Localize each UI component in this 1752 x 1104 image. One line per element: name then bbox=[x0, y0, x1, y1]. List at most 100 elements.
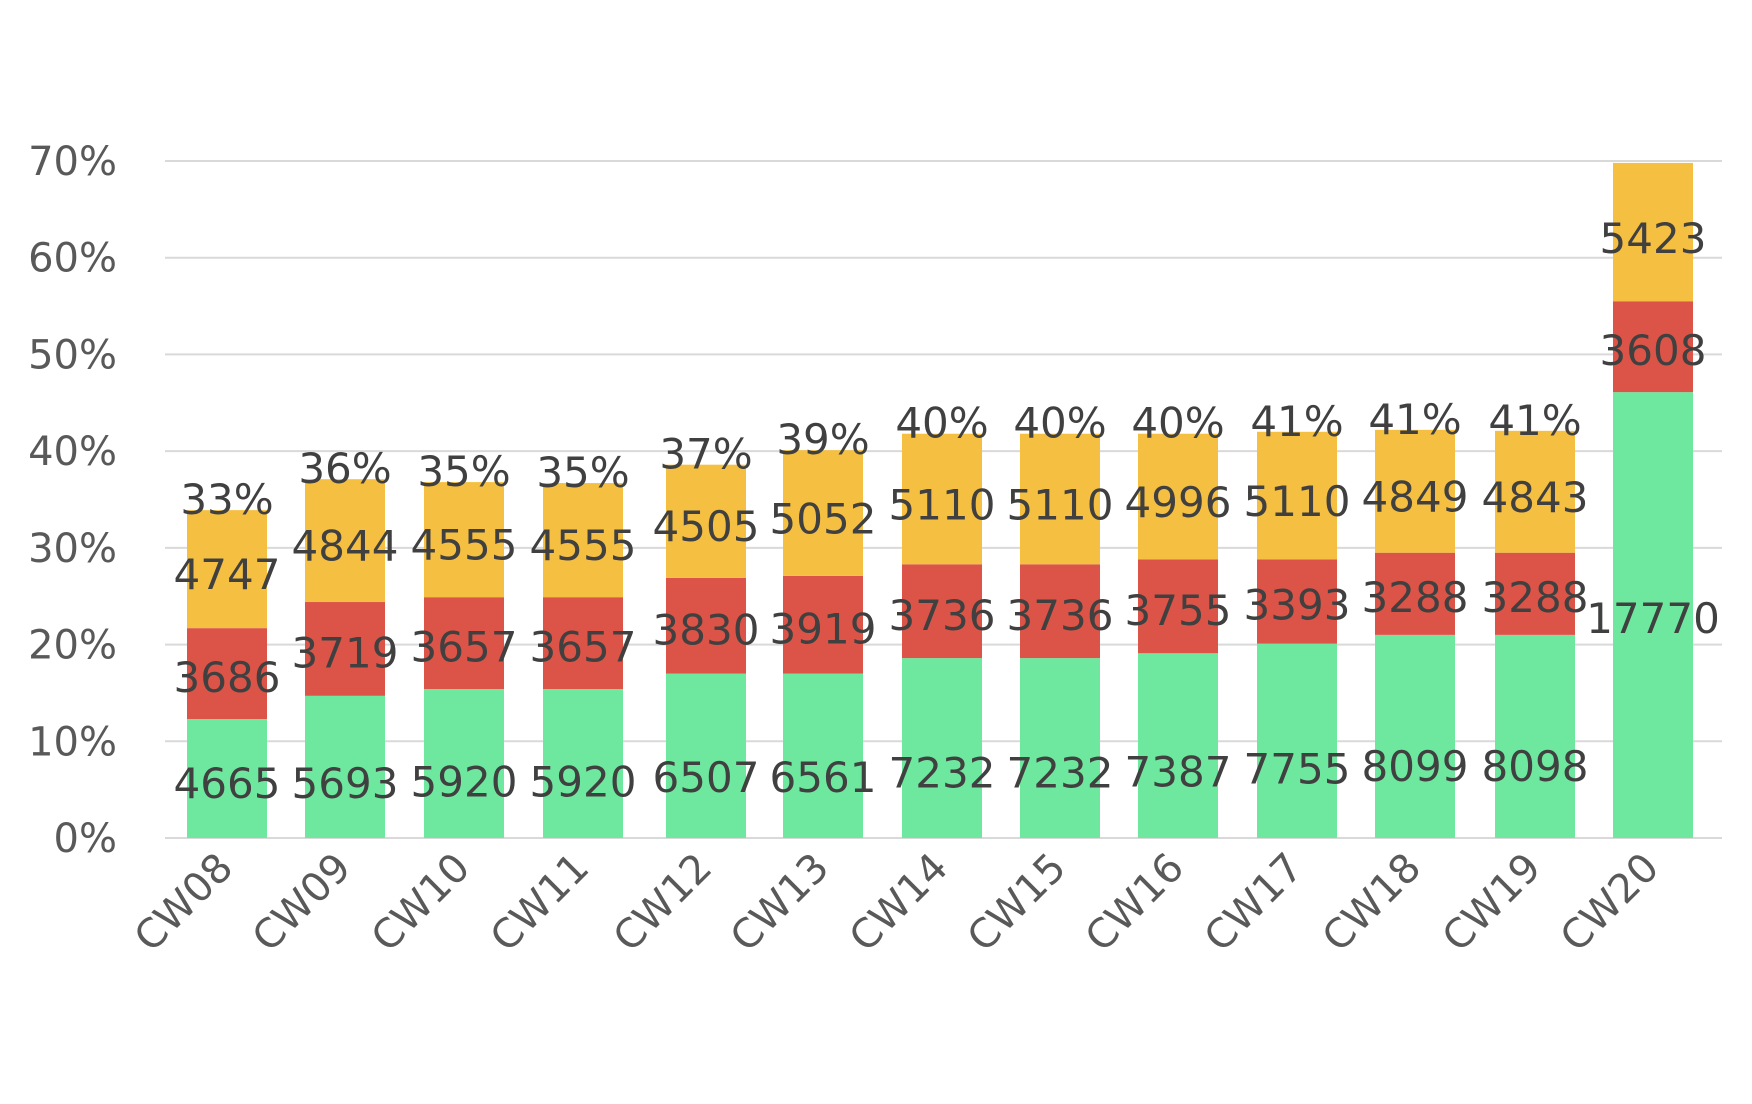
bar-red-cw20 bbox=[1613, 301, 1693, 393]
data-label-yellow: 5110 bbox=[1007, 481, 1114, 530]
data-label-red: 3288 bbox=[1482, 573, 1589, 622]
y-tick-label: 10% bbox=[28, 719, 117, 765]
data-label-red: 3393 bbox=[1244, 581, 1351, 630]
x-tick-label-cw14: CW14 bbox=[841, 845, 957, 961]
total-label: 40% bbox=[1013, 399, 1106, 448]
total-label: 41% bbox=[1488, 396, 1581, 445]
x-tick-label-cw20: CW20 bbox=[1552, 845, 1668, 961]
data-label-red: 3719 bbox=[292, 629, 399, 678]
data-label-red: 3657 bbox=[530, 623, 637, 672]
data-label-red: 3736 bbox=[889, 591, 996, 640]
bars-layer bbox=[187, 162, 1693, 838]
bar-green-cw19 bbox=[1495, 634, 1575, 838]
bar-green-cw15 bbox=[1020, 658, 1100, 838]
x-tick-label-cw15: CW15 bbox=[959, 845, 1075, 961]
total-label: 41% bbox=[1250, 397, 1343, 446]
bar-red-cw19 bbox=[1495, 552, 1575, 635]
bar-yellow-cw08 bbox=[187, 510, 267, 629]
data-label-red: 3736 bbox=[1007, 591, 1114, 640]
total-label: 37% bbox=[659, 430, 752, 479]
data-label-green: 5693 bbox=[292, 759, 399, 808]
x-tick-label-cw18: CW18 bbox=[1314, 845, 1430, 961]
data-label-green: 5920 bbox=[530, 757, 637, 806]
bar-yellow-cw14 bbox=[902, 433, 982, 565]
total-label: 40% bbox=[895, 399, 988, 448]
x-tick-label-cw19: CW19 bbox=[1434, 845, 1550, 961]
data-label-yellow: 4996 bbox=[1125, 478, 1232, 527]
data-label-red: 3686 bbox=[174, 653, 281, 702]
y-tick-label: 70% bbox=[28, 139, 117, 185]
data-labels-layer: 4665 3686 4747 5693 3719 4844 5920 3657 4555 5920… bbox=[174, 214, 1720, 808]
bar-yellow-cw16 bbox=[1138, 433, 1218, 560]
data-label-green: 4665 bbox=[174, 759, 281, 808]
x-axis-ticks: CW08 CW09 CW10 CW11 CW12 CW13 CW14 CW15 CW16 CW17… bbox=[126, 845, 1668, 961]
x-tick-label-cw10: CW10 bbox=[363, 845, 479, 961]
bar-yellow-cw18 bbox=[1375, 429, 1455, 553]
bar-yellow-cw13 bbox=[783, 450, 863, 576]
total-label: 40% bbox=[1131, 399, 1224, 448]
x-tick-label-cw17: CW17 bbox=[1196, 845, 1312, 961]
bar-red-cw14 bbox=[902, 564, 982, 659]
data-label-yellow: 4747 bbox=[174, 550, 281, 599]
bar-green-cw12 bbox=[666, 673, 746, 838]
y-axis-ticks: 0% 10% 20% 30% 40% 50% 60% 70% bbox=[28, 139, 117, 862]
data-label-green: 7387 bbox=[1125, 747, 1232, 796]
total-label: 33% bbox=[180, 475, 273, 524]
data-label-red: 3919 bbox=[770, 605, 877, 654]
total-labels-layer: 33% 36% 35% 35% 37% 39% 40% 40% 40% 41% 41% 41% bbox=[180, 395, 1581, 524]
bar-red-cw10 bbox=[424, 597, 504, 690]
bar-yellow-cw19 bbox=[1495, 430, 1575, 553]
data-label-green: 7232 bbox=[1007, 749, 1114, 798]
data-label-red: 3288 bbox=[1362, 573, 1469, 622]
bar-yellow-cw20 bbox=[1613, 162, 1693, 302]
bar-green-cw18 bbox=[1375, 634, 1455, 838]
data-label-green: 7755 bbox=[1244, 745, 1351, 794]
y-tick-label: 30% bbox=[28, 526, 117, 572]
data-label-yellow: 5052 bbox=[770, 494, 877, 543]
bar-red-cw17 bbox=[1257, 559, 1337, 644]
bar-red-cw11 bbox=[543, 597, 623, 690]
y-tick-label: 20% bbox=[28, 623, 117, 669]
bar-yellow-cw11 bbox=[543, 483, 623, 598]
data-label-green: 8098 bbox=[1482, 742, 1589, 791]
bar-green-cw20 bbox=[1613, 392, 1693, 838]
y-tick-label: 40% bbox=[28, 429, 117, 475]
data-label-green: 5920 bbox=[411, 757, 518, 806]
bar-red-cw08 bbox=[187, 628, 267, 720]
total-label: 39% bbox=[776, 415, 869, 464]
x-tick-label-cw12: CW12 bbox=[605, 845, 721, 961]
bar-green-cw14 bbox=[902, 658, 982, 838]
data-label-red: 3755 bbox=[1125, 586, 1232, 635]
data-label-yellow: 4849 bbox=[1362, 472, 1469, 521]
data-label-green: 17770 bbox=[1586, 594, 1720, 643]
y-tick-label: 50% bbox=[28, 332, 117, 378]
bar-red-cw09 bbox=[305, 602, 385, 696]
data-label-yellow: 4505 bbox=[653, 502, 760, 551]
bar-red-cw13 bbox=[783, 575, 863, 674]
y-tick-label: 0% bbox=[54, 816, 117, 862]
bar-red-cw12 bbox=[666, 577, 746, 674]
total-label: 41% bbox=[1368, 395, 1461, 444]
data-label-green: 8099 bbox=[1362, 742, 1469, 791]
data-label-green: 6561 bbox=[770, 753, 877, 802]
total-label: 35% bbox=[417, 447, 510, 496]
data-label-red: 3830 bbox=[653, 605, 760, 654]
bar-yellow-cw12 bbox=[666, 464, 746, 578]
data-label-yellow: 5110 bbox=[889, 481, 996, 530]
data-label-green: 7232 bbox=[889, 749, 996, 798]
total-label: 35% bbox=[536, 448, 629, 497]
bar-yellow-cw15 bbox=[1020, 433, 1100, 565]
data-label-red: 3657 bbox=[411, 623, 518, 672]
x-tick-label-cw16: CW16 bbox=[1077, 845, 1193, 961]
data-label-yellow: 4843 bbox=[1482, 473, 1589, 522]
bar-green-cw11 bbox=[543, 689, 623, 838]
data-label-yellow: 4555 bbox=[530, 521, 637, 570]
data-label-yellow: 5110 bbox=[1244, 477, 1351, 526]
bar-green-cw09 bbox=[305, 695, 385, 838]
x-tick-label-cw09: CW09 bbox=[244, 845, 360, 961]
data-label-red: 3608 bbox=[1600, 326, 1707, 375]
data-label-green: 6507 bbox=[653, 753, 760, 802]
bar-red-cw15 bbox=[1020, 564, 1100, 659]
